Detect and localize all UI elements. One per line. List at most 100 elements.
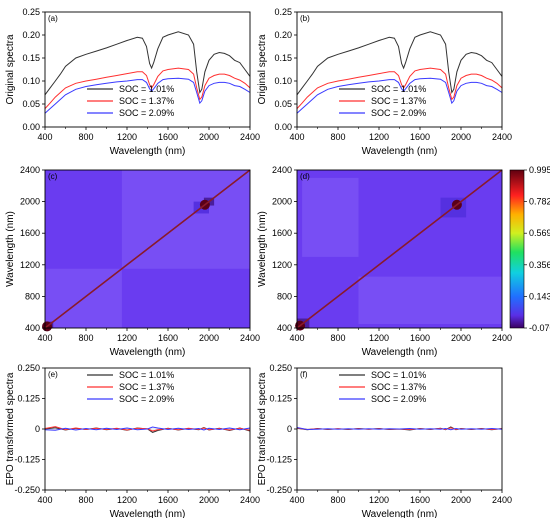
panel-c: 400 800 1200 1600 2000 2400 400 800 1200 1600 2000…	[5, 165, 260, 358]
x-tick-label: 800	[330, 333, 345, 343]
x-tick-label: 800	[78, 333, 93, 343]
x-axis-label: Wavelength (nm)	[362, 509, 438, 518]
x-tick-label: 400	[289, 333, 304, 343]
colorbar-tick-label: -0.070	[529, 323, 550, 333]
y-tick-label: -0.125	[14, 455, 40, 465]
series-line-3	[296, 427, 503, 431]
x-tick-label: 2000	[451, 333, 471, 343]
x-tick-label: 2400	[492, 495, 512, 505]
y-tick-label: 400	[25, 323, 40, 333]
series-line-1	[296, 31, 503, 96]
panel-label: (f)	[300, 370, 308, 379]
x-tick-label: 2000	[199, 495, 219, 505]
y-axis-label: Original spectra	[257, 34, 268, 104]
x-axis-label: Wavelength (nm)	[110, 146, 186, 157]
x-tick-label: 2400	[492, 333, 512, 343]
y-tick-label: 0.15	[22, 53, 40, 63]
x-tick-label: 1600	[158, 333, 178, 343]
panel-label: (b)	[300, 14, 310, 23]
colorbar-tick-label: 0.1430	[529, 291, 550, 301]
y-tick-label: 1600	[20, 228, 40, 238]
y-tick-label: 0.25	[274, 7, 292, 17]
y-tick-label: 0	[287, 424, 292, 434]
panel-label: (c)	[48, 172, 58, 181]
y-tick-label: 800	[277, 291, 292, 301]
x-tick-label: 400	[289, 132, 304, 142]
legend-label-2: SOC = 1.37%	[371, 96, 426, 106]
y-tick-label: 0	[35, 424, 40, 434]
series-line-3	[44, 77, 251, 114]
legend-label-2: SOC = 1.37%	[119, 382, 174, 392]
x-tick-label: 2400	[240, 333, 260, 343]
legend-label-1: SOC = 1.01%	[371, 84, 426, 94]
colorbar	[509, 169, 525, 329]
y-tick-label: 2400	[20, 165, 40, 175]
x-tick-label: 400	[289, 495, 304, 505]
x-tick-label: 1200	[369, 495, 389, 505]
y-axis-label: EPO transformed spectra	[257, 372, 268, 485]
y-tick-label: 2400	[272, 165, 292, 175]
x-tick-label: 800	[330, 132, 345, 142]
panel-label: (e)	[48, 370, 58, 379]
y-tick-label: 0.10	[22, 76, 40, 86]
y-tick-label: 1200	[272, 260, 292, 270]
heatmap-diagonal	[44, 169, 251, 329]
y-tick-label: 1600	[272, 228, 292, 238]
legend-label-1: SOC = 1.01%	[371, 370, 426, 380]
x-tick-label: 2400	[492, 132, 512, 142]
x-tick-label: 2000	[199, 132, 219, 142]
x-tick-label: 1200	[369, 132, 389, 142]
legend-label-3: SOC = 2.09%	[371, 394, 426, 404]
legend-label-1: SOC = 1.01%	[119, 370, 174, 380]
legend-label-1: SOC = 1.01%	[119, 84, 174, 94]
series-line-1	[44, 31, 251, 96]
y-axis-label: EPO transformed spectra	[5, 372, 16, 485]
series-line-2	[296, 67, 503, 109]
panel-label: (a)	[48, 14, 58, 23]
y-axis-label: Wavelength (nm)	[257, 211, 268, 287]
y-tick-label: -0.250	[266, 485, 292, 495]
x-tick-label: 1600	[158, 132, 178, 142]
x-tick-label: 2000	[451, 132, 471, 142]
x-tick-label: 800	[78, 495, 93, 505]
heatmap-region	[302, 177, 359, 257]
heatmap-diagonal	[296, 169, 503, 329]
x-tick-label: 2400	[240, 495, 260, 505]
x-axis-label: Wavelength (nm)	[362, 146, 438, 157]
legend-label-3: SOC = 2.09%	[119, 108, 174, 118]
series-line-3	[296, 77, 503, 114]
y-tick-label: -0.125	[266, 455, 292, 465]
y-axis-label: Original spectra	[5, 34, 16, 104]
x-tick-label: 1200	[369, 333, 389, 343]
y-tick-label: 0.05	[274, 99, 292, 109]
y-tick-label: 0.10	[274, 76, 292, 86]
series-line-2	[44, 67, 251, 109]
y-tick-label: 0.25	[22, 7, 40, 17]
x-tick-label: 400	[37, 495, 52, 505]
series-line-3	[44, 426, 251, 431]
y-tick-label: 0.20	[274, 30, 292, 40]
legend-label-2: SOC = 1.37%	[119, 96, 174, 106]
y-tick-label: 0.250	[17, 363, 40, 373]
x-tick-label: 800	[78, 132, 93, 142]
x-tick-label: 1200	[117, 132, 137, 142]
legend-label-2: SOC = 1.37%	[371, 382, 426, 392]
panel-b: 400 800 1200 1600 2000 2400 0.00 0.05 0.10 0.15 0.…	[257, 7, 512, 157]
x-tick-label: 800	[330, 495, 345, 505]
y-tick-label: 0.250	[269, 363, 292, 373]
x-tick-label: 400	[37, 333, 52, 343]
x-tick-label: 1600	[158, 495, 178, 505]
panel-f: 400 800 1200 1600 2000 2400 -0.250 -0.125 0 0.125…	[257, 363, 512, 518]
panel-label: (d)	[300, 172, 310, 181]
y-tick-label: 1200	[20, 260, 40, 270]
x-tick-label: 1600	[410, 132, 430, 142]
y-tick-label: 800	[25, 291, 40, 301]
y-tick-label: 2000	[20, 197, 40, 207]
x-tick-label: 1600	[410, 495, 430, 505]
x-tick-label: 1600	[410, 333, 430, 343]
y-tick-label: 2000	[272, 197, 292, 207]
